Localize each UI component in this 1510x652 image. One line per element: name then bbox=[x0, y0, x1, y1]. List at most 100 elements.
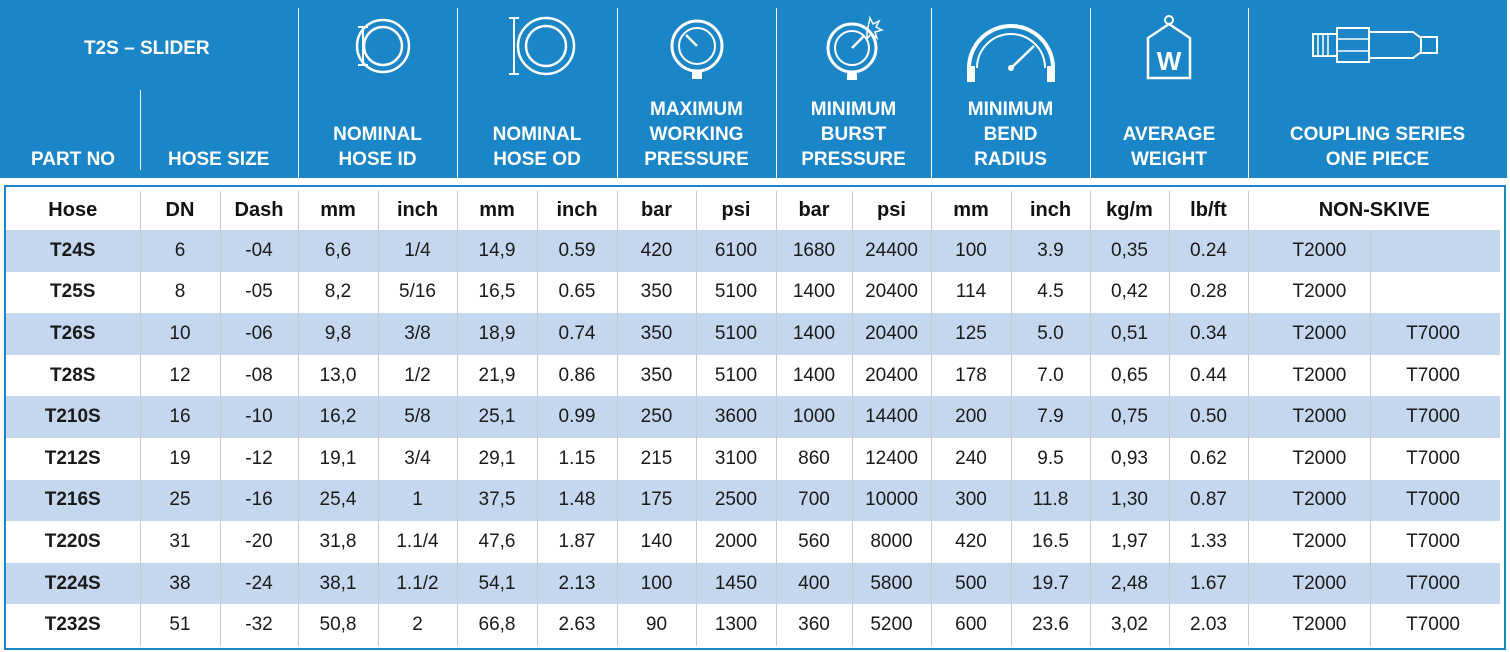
bend-radius-icon bbox=[966, 24, 1055, 82]
cell-wp-psi: 6100 bbox=[696, 230, 777, 272]
cell-dn: 16 bbox=[140, 396, 221, 438]
cell-wp-bar: 250 bbox=[617, 396, 697, 438]
cell-weight-lbft: 0.62 bbox=[1169, 437, 1249, 480]
cell-coupling-1: T2000 bbox=[1248, 521, 1371, 563]
col-od-inch: inch bbox=[537, 191, 618, 230]
min-burst-pressure-header: MINIMUM BURST PRESSURE bbox=[776, 0, 931, 178]
cell-br-inch: 4.5 bbox=[1011, 271, 1091, 314]
divider bbox=[1248, 8, 1249, 178]
cell-bp-bar: 560 bbox=[776, 521, 853, 563]
divider bbox=[457, 8, 458, 178]
col-od-mm: mm bbox=[457, 191, 538, 230]
cell-weight-lbft: 2.03 bbox=[1169, 604, 1249, 646]
cell-bp-psi: 20400 bbox=[852, 354, 932, 397]
col-br-inch: inch bbox=[1011, 191, 1091, 230]
cell-bp-psi: 20400 bbox=[852, 271, 932, 314]
cell-id-inch: 1.1/4 bbox=[378, 521, 458, 563]
cell-dash: -10 bbox=[220, 396, 299, 438]
cell-od-inch: 0.99 bbox=[537, 396, 618, 438]
cell-br-inch: 7.9 bbox=[1011, 396, 1091, 438]
cell-bp-bar: 1400 bbox=[776, 313, 853, 355]
cell-coupling-2: T7000 bbox=[1406, 447, 1460, 469]
cell-coupling-1: T2000 bbox=[1248, 396, 1371, 438]
col-weight-lbft: lb/ft bbox=[1169, 191, 1249, 230]
cell-wp-psi: 2500 bbox=[696, 479, 777, 522]
cell-br-inch: 7.0 bbox=[1011, 354, 1091, 397]
cell-bp-psi: 24400 bbox=[852, 230, 932, 272]
cell-part-no: T212S bbox=[6, 437, 141, 480]
average-weight-header: W AVERAGE WEIGHT bbox=[1090, 0, 1248, 178]
cell-dn: 12 bbox=[140, 354, 221, 397]
cell-id-inch: 5/8 bbox=[378, 396, 458, 438]
cell-bp-bar: 1400 bbox=[776, 271, 853, 314]
cell-dn: 6 bbox=[140, 230, 221, 272]
cell-od-inch: 1.87 bbox=[537, 521, 618, 563]
hose-od-icon bbox=[509, 16, 576, 76]
table-row: T210S 16 -10 16,2 5/8 25,1 0.99 250 3600 1000 1440… bbox=[6, 396, 1500, 438]
cell-bp-bar: 1000 bbox=[776, 396, 853, 438]
cell-od-mm: 18,9 bbox=[457, 313, 538, 355]
cell-br-inch: 5.0 bbox=[1011, 313, 1091, 355]
table-row: T216S 25 -16 25,4 1 37,5 1.48 175 2500 700 10000 30… bbox=[6, 479, 1500, 522]
cell-wp-bar: 175 bbox=[617, 479, 697, 522]
cell-coupling-1: T2000 bbox=[1248, 437, 1371, 480]
cell-id-inch: 2 bbox=[378, 604, 458, 646]
cell-wp-bar: 215 bbox=[617, 437, 697, 480]
cell-id-mm: 13,0 bbox=[298, 354, 379, 397]
table-header-band: T2S – SLIDER PART NO HOSE SIZE NOMINAL H… bbox=[0, 0, 1507, 178]
cell-wp-bar: 420 bbox=[617, 230, 697, 272]
cell-br-mm: 600 bbox=[931, 604, 1012, 646]
cell-bp-psi: 20400 bbox=[852, 313, 932, 355]
col-wp-bar: bar bbox=[617, 191, 697, 230]
cell-weight-kgm: 0,75 bbox=[1090, 396, 1170, 438]
cell-coupling-1: T2000 bbox=[1248, 562, 1371, 605]
weight-icon: W bbox=[1146, 15, 1192, 80]
cell-dn: 19 bbox=[140, 437, 221, 480]
cell-part-no: T28S bbox=[6, 354, 141, 397]
cell-coupling-1: T2000 bbox=[1248, 479, 1371, 522]
col-weight-kgm: kg/m bbox=[1090, 191, 1170, 230]
table-row: T232S 51 -32 50,8 2 66,8 2.63 90 1300 360 5200 600 2… bbox=[6, 604, 1500, 646]
coupling-fitting-icon bbox=[1311, 27, 1438, 63]
cell-od-mm: 54,1 bbox=[457, 562, 538, 605]
cell-br-mm: 420 bbox=[931, 521, 1012, 563]
table-row: T24S 6 -04 6,6 1/4 14,9 0.59 420 6100 1680 24400 10… bbox=[6, 230, 1500, 272]
cell-id-inch: 5/16 bbox=[378, 271, 458, 314]
cell-coupling-1: T2000 bbox=[1248, 230, 1371, 272]
cell-id-inch: 1/4 bbox=[378, 230, 458, 272]
cell-wp-psi: 5100 bbox=[696, 313, 777, 355]
cell-id-mm: 38,1 bbox=[298, 562, 379, 605]
cell-id-mm: 50,8 bbox=[298, 604, 379, 646]
cell-id-mm: 31,8 bbox=[298, 521, 379, 563]
cell-bp-psi: 8000 bbox=[852, 521, 932, 563]
cell-dn: 10 bbox=[140, 313, 221, 355]
cell-br-mm: 114 bbox=[931, 271, 1012, 314]
cell-br-mm: 100 bbox=[931, 230, 1012, 272]
cell-weight-kgm: 0,35 bbox=[1090, 230, 1170, 272]
cell-br-inch: 23.6 bbox=[1011, 604, 1091, 646]
cell-dash: -04 bbox=[220, 230, 299, 272]
cell-dn: 38 bbox=[140, 562, 221, 605]
cell-dash: -06 bbox=[220, 313, 299, 355]
cell-id-inch: 3/4 bbox=[378, 437, 458, 480]
cell-bp-bar: 860 bbox=[776, 437, 853, 480]
cell-weight-lbft: 0.44 bbox=[1169, 354, 1249, 397]
cell-br-mm: 200 bbox=[931, 396, 1012, 438]
table-row: T26S 10 -06 9,8 3/8 18,9 0.74 350 5100 1400 20400 1… bbox=[6, 313, 1500, 355]
cell-bp-bar: 400 bbox=[776, 562, 853, 605]
cell-coupling-1: T2000 bbox=[1248, 354, 1371, 397]
cell-od-mm: 25,1 bbox=[457, 396, 538, 438]
table-body: T24S 6 -04 6,6 1/4 14,9 0.59 420 6100 1680 24400 10… bbox=[6, 230, 1500, 646]
cell-part-no: T26S bbox=[6, 313, 141, 355]
table-row: T212S 19 -12 19,1 3/4 29,1 1.15 215 3100 860 12400… bbox=[6, 437, 1500, 480]
cell-bp-bar: 1400 bbox=[776, 354, 853, 397]
cell-br-inch: 16.5 bbox=[1011, 521, 1091, 563]
cell-od-mm: 16,5 bbox=[457, 271, 538, 314]
cell-weight-kgm: 2,48 bbox=[1090, 562, 1170, 605]
cell-od-mm: 66,8 bbox=[457, 604, 538, 646]
cell-bp-psi: 14400 bbox=[852, 396, 932, 438]
min-bend-radius-header: MINIMUM BEND RADIUS bbox=[931, 0, 1090, 178]
cell-dn: 51 bbox=[140, 604, 221, 646]
cell-dn: 8 bbox=[140, 271, 221, 314]
cell-id-mm: 19,1 bbox=[298, 437, 379, 480]
